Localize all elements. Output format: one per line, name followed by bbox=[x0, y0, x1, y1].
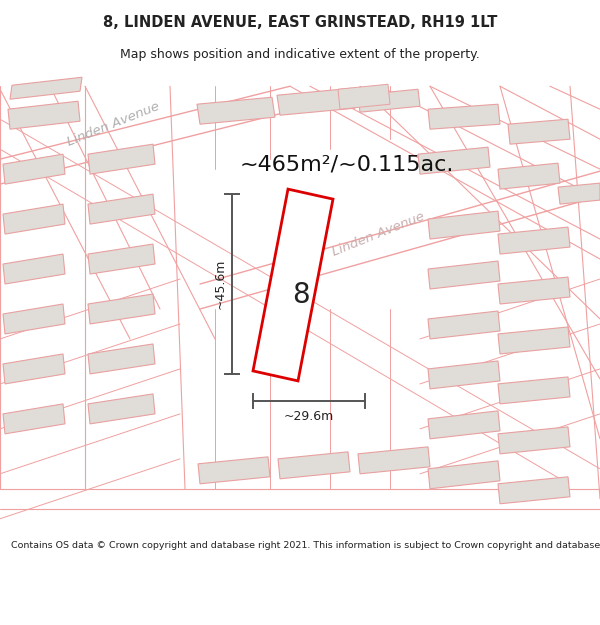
Text: ~465m²/~0.115ac.: ~465m²/~0.115ac. bbox=[240, 154, 454, 174]
Polygon shape bbox=[3, 254, 65, 284]
Polygon shape bbox=[498, 427, 570, 454]
Polygon shape bbox=[3, 204, 65, 234]
Polygon shape bbox=[498, 277, 570, 304]
Text: 8, LINDEN AVENUE, EAST GRINSTEAD, RH19 1LT: 8, LINDEN AVENUE, EAST GRINSTEAD, RH19 1… bbox=[103, 14, 497, 29]
Polygon shape bbox=[428, 311, 500, 339]
Polygon shape bbox=[418, 147, 490, 174]
Polygon shape bbox=[498, 163, 560, 189]
Text: Linden Avenue: Linden Avenue bbox=[65, 100, 161, 149]
Text: ~45.6m: ~45.6m bbox=[214, 259, 227, 309]
Polygon shape bbox=[428, 411, 500, 439]
Polygon shape bbox=[508, 119, 570, 144]
Polygon shape bbox=[88, 194, 155, 224]
Polygon shape bbox=[428, 361, 500, 389]
Polygon shape bbox=[428, 211, 500, 239]
Polygon shape bbox=[88, 344, 155, 374]
Polygon shape bbox=[88, 294, 155, 324]
Polygon shape bbox=[197, 98, 275, 124]
Polygon shape bbox=[277, 88, 355, 115]
Text: ~29.6m: ~29.6m bbox=[284, 411, 334, 423]
Polygon shape bbox=[358, 447, 430, 474]
Polygon shape bbox=[88, 144, 155, 174]
Polygon shape bbox=[498, 477, 570, 504]
Text: Contains OS data © Crown copyright and database right 2021. This information is : Contains OS data © Crown copyright and d… bbox=[11, 541, 600, 551]
Polygon shape bbox=[278, 452, 350, 479]
Polygon shape bbox=[3, 304, 65, 334]
Polygon shape bbox=[253, 189, 333, 381]
Polygon shape bbox=[8, 101, 80, 129]
Polygon shape bbox=[558, 183, 600, 204]
Polygon shape bbox=[3, 404, 65, 434]
Polygon shape bbox=[198, 457, 270, 484]
Polygon shape bbox=[3, 154, 65, 184]
Polygon shape bbox=[498, 377, 570, 404]
Polygon shape bbox=[428, 261, 500, 289]
Text: Map shows position and indicative extent of the property.: Map shows position and indicative extent… bbox=[120, 48, 480, 61]
Polygon shape bbox=[10, 78, 82, 99]
Polygon shape bbox=[428, 461, 500, 489]
Polygon shape bbox=[498, 327, 570, 354]
Polygon shape bbox=[88, 244, 155, 274]
Text: 8: 8 bbox=[292, 281, 310, 309]
Polygon shape bbox=[428, 104, 500, 129]
Polygon shape bbox=[338, 84, 390, 109]
Text: Linden Avenue: Linden Avenue bbox=[330, 209, 426, 259]
Polygon shape bbox=[3, 354, 65, 384]
Polygon shape bbox=[88, 394, 155, 424]
Polygon shape bbox=[498, 227, 570, 254]
Polygon shape bbox=[358, 89, 420, 112]
